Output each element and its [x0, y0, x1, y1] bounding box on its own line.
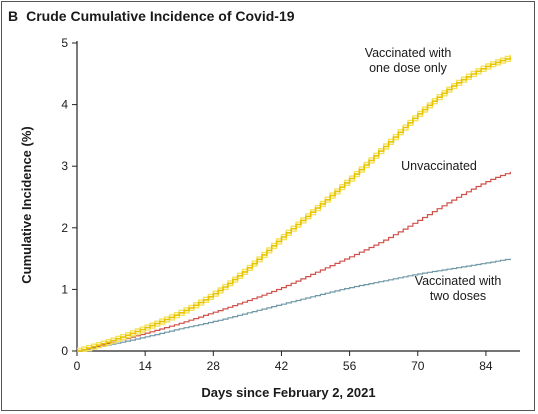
y-axis-title: Cumulative Incidence (%): [19, 126, 34, 283]
x-tick-label: 56: [343, 359, 357, 373]
y-tick-label: 5: [61, 36, 68, 50]
y-tick-label: 3: [61, 159, 68, 173]
series-line: [77, 258, 511, 352]
x-tick-label: 70: [411, 359, 425, 373]
x-tick-label: 84: [479, 359, 493, 373]
panel-letter: B: [8, 8, 19, 24]
series-label: Vaccinated with: [365, 46, 452, 60]
x-tick-label: 14: [138, 359, 152, 373]
y-tick-label: 4: [61, 98, 68, 112]
series-label: Vaccinated with: [415, 274, 502, 288]
x-tick-label: 28: [207, 359, 221, 373]
x-tick-label: 42: [275, 359, 289, 373]
y-tick-label: 2: [61, 221, 68, 235]
series-band-upper: [77, 54, 511, 350]
series-label: two doses: [430, 289, 486, 303]
series-label: one dose only: [369, 61, 448, 75]
y-tick-label: 0: [61, 344, 68, 358]
x-axis-title: Days since February 2, 2021: [201, 385, 375, 400]
series-line: [77, 171, 511, 352]
series-line: [77, 57, 512, 352]
y-tick-label: 1: [61, 282, 68, 296]
series-label: Unvaccinated: [401, 159, 477, 173]
panel-title: B Crude Cumulative Incidence of Covid-19: [8, 8, 295, 24]
panel-title-text: Crude Cumulative Incidence of Covid-19: [26, 8, 295, 24]
x-tick-label: 0: [74, 359, 81, 373]
